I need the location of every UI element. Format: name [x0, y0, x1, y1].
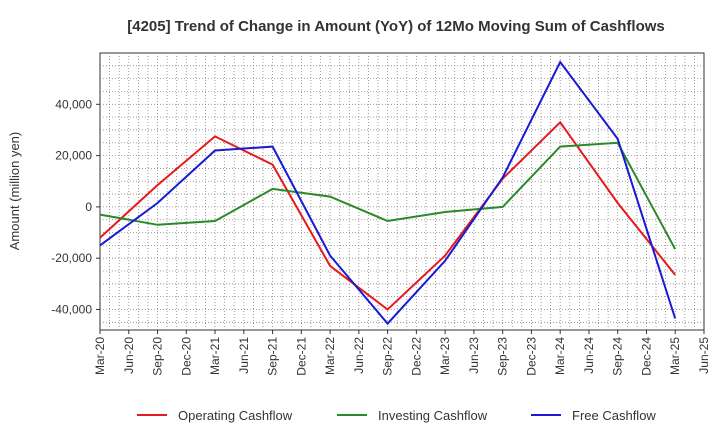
- y-axis-ticks: -40,000 -20,000 0 20,000 40,000: [51, 97, 100, 316]
- series-line-investing-cashflow: [99, 141, 677, 250]
- x-tick-label: Dec-20: [179, 337, 193, 376]
- x-tick-label: Jun-25: [697, 337, 711, 374]
- x-tick-label: Sep-20: [151, 337, 165, 376]
- x-tick-label: Sep-22: [381, 337, 395, 376]
- plot-area: [99, 52, 705, 331]
- x-tick-label: Sep-21: [266, 337, 280, 376]
- x-tick-label: Jun-22: [352, 337, 366, 374]
- x-tick-label: Mar-23: [438, 337, 452, 375]
- legend-label: Investing Cashflow: [378, 408, 488, 423]
- y-tick-label: 20,000: [55, 149, 92, 163]
- x-tick-label: Dec-21: [294, 337, 308, 376]
- x-tick-label: Sep-23: [496, 337, 510, 376]
- x-axis-ticks: Mar-20 Jun-20 Sep-20 Dec-20 Mar-21 Jun-21 Sep-…: [93, 330, 711, 376]
- x-tick-label: Mar-20: [93, 337, 107, 375]
- series-layer: [99, 60, 677, 326]
- x-tick-label: Sep-24: [611, 337, 625, 376]
- y-tick-label: -40,000: [51, 302, 92, 316]
- x-tick-label: Mar-24: [553, 337, 567, 375]
- legend: Operating Cashflow Investing Cashflow Free…: [137, 408, 656, 423]
- x-tick-label: Jun-20: [122, 337, 136, 374]
- x-tick-label: Dec-23: [524, 337, 538, 376]
- y-tick-label: 0: [85, 200, 92, 214]
- y-axis-label: Amount (million yen): [7, 132, 22, 251]
- legend-label: Free Cashflow: [572, 408, 656, 423]
- series-line-operating-cashflow: [99, 120, 676, 311]
- y-tick-label: -20,000: [51, 251, 92, 265]
- x-tick-label: Jun-21: [237, 337, 251, 374]
- x-tick-label: Mar-22: [323, 337, 337, 375]
- x-tick-label: Jun-23: [467, 337, 481, 374]
- x-tick-label: Mar-21: [208, 337, 222, 375]
- chart-title: [4205] Trend of Change in Amount (YoY) o…: [127, 18, 665, 35]
- x-tick-label: Dec-24: [640, 337, 654, 376]
- x-tick-label: Dec-22: [409, 337, 423, 376]
- y-tick-label: 40,000: [55, 97, 92, 111]
- legend-label: Operating Cashflow: [178, 408, 293, 423]
- x-tick-label: Mar-25: [668, 337, 682, 375]
- x-tick-label: Jun-24: [582, 337, 596, 374]
- series-line-free-cashflow: [99, 60, 677, 326]
